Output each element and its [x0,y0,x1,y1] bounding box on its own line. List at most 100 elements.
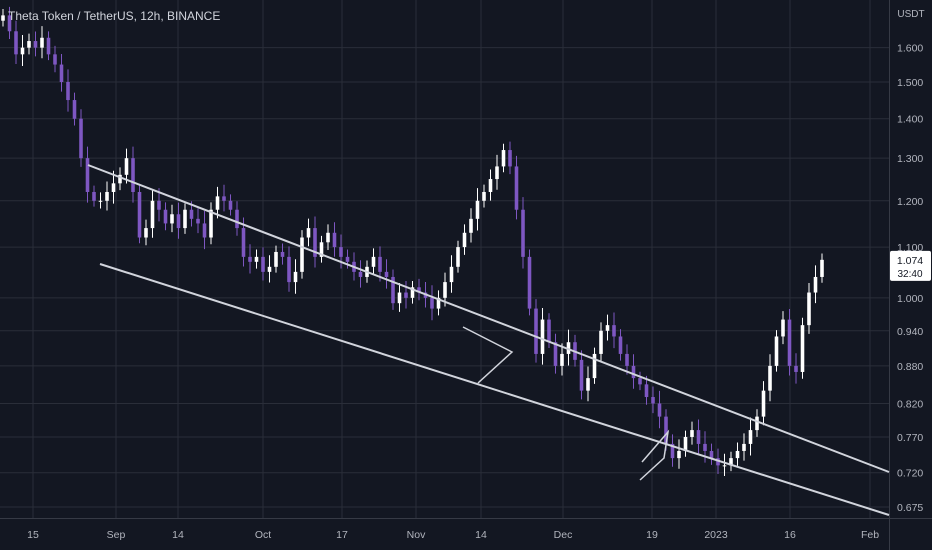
candle-down [157,200,161,210]
candle-up [813,276,818,293]
candle-down [176,214,181,229]
candle-up [306,228,311,238]
candle-up [462,232,467,248]
candle-up [820,259,824,277]
candle-up [729,458,733,466]
candle-down [527,256,532,309]
candle-up [371,256,376,267]
candle-down [391,276,395,304]
x-tick-label: 14 [172,529,184,541]
x-tick-label: 15 [27,529,39,541]
x-tick-label: Nov [407,529,426,541]
candle-down [631,365,636,379]
candle-down [222,196,226,201]
candle-up [326,232,330,243]
candle-down [521,209,525,257]
candle-down [261,256,265,272]
x-tick-label: Sep [107,529,126,541]
candle-up [170,214,174,224]
candle-up [495,166,499,180]
candle-down [384,271,389,277]
candle-down [358,271,363,277]
candle-up [560,353,564,366]
candle-down [534,308,538,354]
candle-up [501,150,506,167]
candle-down [241,228,246,257]
candle-down [287,256,291,283]
candle-up [482,191,486,201]
y-tick-label: 0.880 [897,361,923,373]
candle-up [761,390,766,417]
flag-pattern [639,429,670,481]
candle-down [46,37,51,55]
candle-up [274,251,278,267]
candle-down [430,297,434,309]
candle-up [488,179,493,192]
candle-up [722,465,727,467]
chart-title: Theta Token / TetherUS, 12h, BINANCE [8,9,221,23]
candle-down [85,158,90,192]
candle-up [735,450,740,459]
candle-down [651,397,655,404]
candle-up [98,200,103,202]
candle-up [293,271,298,283]
candle-down [53,54,57,65]
candle-up [27,41,31,48]
x-tick-label: 17 [336,529,348,541]
candle-down [280,251,285,257]
candle-up [807,292,811,326]
y-tick-label: 1.300 [897,153,923,165]
candle-up [469,218,473,233]
candle-up [300,237,304,272]
candle-down [716,458,720,466]
candle-up [267,266,272,272]
candle-down [92,191,96,201]
candle-up [683,436,688,451]
candle-up [742,443,746,451]
candle-up [456,247,460,267]
candle-down [514,166,519,210]
candle-up [768,365,772,391]
x-tick-label: 16 [784,529,796,541]
candle-down [664,416,668,444]
candle-down [553,342,558,366]
candle-down [131,158,135,192]
candle-down [196,218,200,224]
y-tick-label: 0.675 [897,502,923,514]
candle-up [254,256,259,262]
candle-up [677,450,681,459]
y-tick-label: 1.600 [897,43,923,55]
candle-up [586,378,590,391]
candle-up [690,430,694,437]
candle-down [787,319,792,366]
candle-down [547,319,551,343]
candle-up [755,416,759,431]
candle-up [443,282,447,298]
candle-up [800,325,805,372]
x-tick-label: 2023 [704,529,728,541]
candle-down [313,228,317,257]
candle-up [183,209,187,229]
candle-down [163,209,168,224]
candle-up [774,336,779,366]
candle-down [709,450,714,459]
candle-up [215,196,220,210]
candle-up [475,200,480,219]
y-axis-unit: USDT [897,9,924,20]
candle-up [436,297,441,309]
candle-up [592,353,597,379]
last-price-value: 1.074 [897,255,923,267]
wedge-pattern [462,326,514,384]
candle-up [319,242,324,257]
candle-down [79,118,83,159]
candle-up [566,342,571,354]
candle-up [209,209,213,238]
x-tick-label: 19 [646,529,658,541]
y-tick-label: 0.770 [897,432,923,444]
trendline-2 [99,263,890,516]
candle-up [1,15,5,21]
candle-down [612,325,616,337]
candle-up [20,47,25,55]
